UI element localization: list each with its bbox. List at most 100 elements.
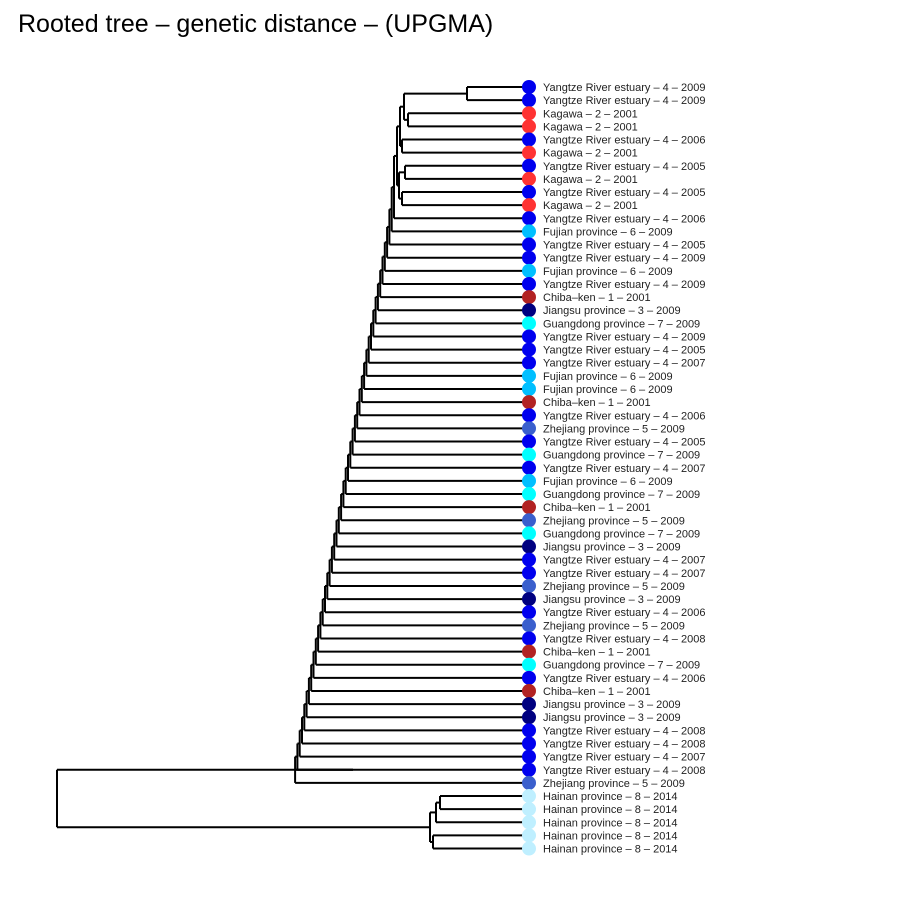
leaf-label: Hainan province – 8 – 2014 [543,817,678,829]
leaf-dot [522,237,536,252]
leaf-label: Yangtze River estuary – 4 – 2009 [543,279,705,291]
leaf-label: Hainan province – 8 – 2014 [543,844,678,856]
leaf-dot [522,618,536,633]
leaf-label: Jiangsu province – 3 – 2009 [543,712,681,724]
leaf-label: Zhejiang province – 5 – 2009 [543,620,685,632]
leaf-label: Guangdong province – 7 – 2009 [543,528,700,540]
leaf-label: Yangtze River estuary – 4 – 2008 [543,725,705,737]
leaf-dot [522,565,536,580]
leaf-label: Kagawa – 2 – 2001 [543,200,638,212]
leaf-dot [522,592,536,607]
leaf-label: Yangtze River estuary – 4 – 2006 [543,607,705,619]
leaf-dot [522,487,536,502]
leaf-dot [522,106,536,121]
leaf-label: Yangtze River estuary – 4 – 2005 [543,240,705,252]
leaf-label: Yangtze River estuary – 4 – 2007 [543,358,705,370]
leaf-dot [522,736,536,751]
leaf-label: Guangdong province – 7 – 2009 [543,489,700,501]
leaf-dot [522,447,536,462]
leaf-dot [522,815,536,830]
leaf-dot [522,500,536,515]
leaf-dot [522,526,536,541]
leaf-dot [522,789,536,804]
leaf-dot [522,381,536,396]
leaf-dot [522,80,536,94]
leaf-dot [522,644,536,659]
leaf-label: Fujian province – 6 – 2009 [543,266,673,278]
leaf-label: Yangtze River estuary – 4 – 2008 [543,633,705,645]
leaf-label: Jiangsu province – 3 – 2009 [543,305,681,317]
leaf-label: Yangtze River estuary – 4 – 2007 [543,555,705,567]
leaf-dot [522,841,536,856]
leaf-label: Jiangsu province – 3 – 2009 [543,542,681,554]
leaf-label: Guangdong province – 7 – 2009 [543,660,700,672]
leaf-dot [522,224,536,239]
leaf-dot [522,434,536,449]
leaf-dot [522,290,536,305]
leaf-label: Yangtze River estuary – 4 – 2006 [543,410,705,422]
leaf-dot [522,263,536,278]
leaf-dot [522,670,536,685]
leaf-label: Fujian province – 6 – 2009 [543,371,673,383]
leaf-label: Kagawa – 2 – 2001 [543,148,638,160]
leaf-dot [522,368,536,383]
leaf-label: Zhejiang province – 5 – 2009 [543,515,685,527]
leaf-dot [522,171,536,186]
leaf-dot [522,710,536,725]
leaf-label: Fujian province – 6 – 2009 [543,226,673,238]
leaf-dot [522,631,536,646]
leaf-label: Yangtze River estuary – 4 – 2006 [543,135,705,147]
leaf-label: Hainan province – 8 – 2014 [543,791,678,803]
leaf-label: Jiangsu province – 3 – 2009 [543,699,681,711]
leaf-label: Guangdong province – 7 – 2009 [543,450,700,462]
tree-tips: Yangtze River estuary – 4 – 2009 Yangtze … [522,80,705,856]
leaf-label: Chiba–ken – 1 – 2001 [543,397,651,409]
leaf-dot [522,342,536,357]
leaf-dot [522,145,536,160]
leaf-dot [522,316,536,331]
leaf-label: Chiba–ken – 1 – 2001 [543,292,651,304]
leaf-dot [522,119,536,134]
leaf-dot [522,132,536,147]
leaf-label: Yangtze River estuary – 4 – 2008 [543,765,705,777]
leaf-dot [522,539,536,554]
leaf-dot [522,329,536,344]
leaf-dot [522,762,536,777]
leaf-dot [522,421,536,436]
leaf-label: Yangtze River estuary – 4 – 2008 [543,739,705,751]
leaf-dot [522,198,536,213]
leaf-dot [522,683,536,698]
leaf-label: Hainan province – 8 – 2014 [543,804,678,816]
leaf-dot [522,250,536,265]
leaf-dot [522,355,536,370]
leaf-dot [522,303,536,318]
leaf-dot [522,513,536,528]
leaf-label: Kagawa – 2 – 2001 [543,108,638,120]
tree-title: Rooted tree – genetic distance – (UPGMA) [18,10,493,38]
leaf-dot [522,185,536,200]
leaf-label: Zhejiang province – 5 – 2009 [543,423,685,435]
leaf-dot [522,408,536,423]
leaf-label: Yangtze River estuary – 4 – 2006 [543,213,705,225]
leaf-label: Guangdong province – 7 – 2009 [543,318,700,330]
leaf-label: Yangtze River estuary – 4 – 2007 [543,463,705,475]
leaf-label: Zhejiang province – 5 – 2009 [543,778,685,790]
leaf-label: Chiba–ken – 1 – 2001 [543,686,651,698]
leaf-label: Yangtze River estuary – 4 – 2009 [543,82,705,94]
leaf-label: Yangtze River estuary – 4 – 2005 [543,187,705,199]
leaf-dot [522,697,536,712]
leaf-dot [522,775,536,790]
leaf-label: Yangtze River estuary – 4 – 2006 [543,673,705,685]
leaf-dot [522,657,536,672]
leaf-dot [522,473,536,488]
leaf-label: Kagawa – 2 – 2001 [543,121,638,133]
leaf-dot [522,802,536,817]
leaf-label: Hainan province – 8 – 2014 [543,830,678,842]
leaf-dot [522,828,536,843]
leaf-dot [522,395,536,410]
leaf-label: Chiba–ken – 1 – 2001 [543,502,651,514]
leaf-dot [522,276,536,291]
leaf-dot [522,93,536,108]
leaf-dot [522,211,536,226]
leaf-label: Yangtze River estuary – 4 – 2007 [543,752,705,764]
